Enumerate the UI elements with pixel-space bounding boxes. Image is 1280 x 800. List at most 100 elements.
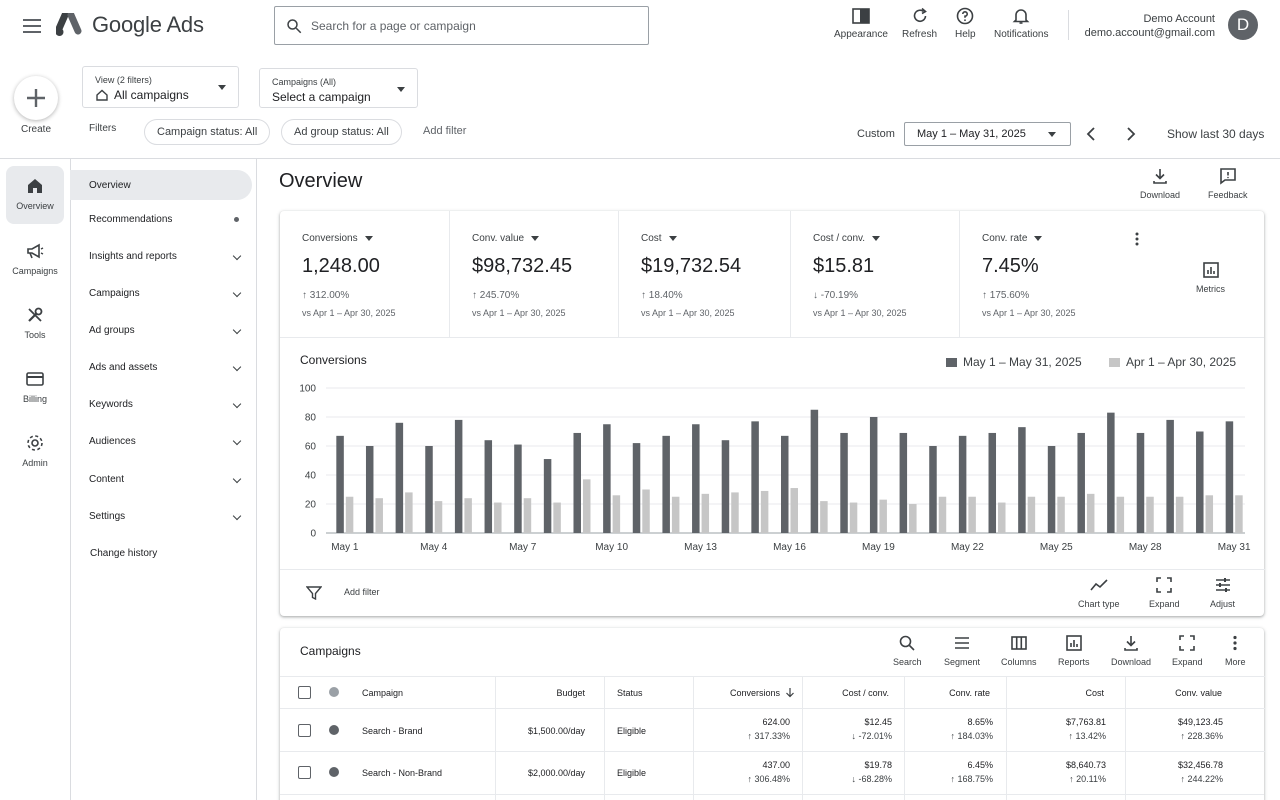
view-dropdown-value: All campaigns	[114, 88, 189, 102]
add-filter-link[interactable]: Add filter	[423, 125, 467, 137]
download-icon	[1153, 169, 1167, 184]
chart-type-button[interactable]: Chart type	[1078, 576, 1120, 609]
cell-value: $32,456.78	[1177, 760, 1223, 770]
view-dropdown[interactable]: View (2 filters) All campaigns	[82, 66, 239, 108]
search-icon	[287, 18, 302, 33]
filter-icon[interactable]	[306, 586, 322, 600]
budget-cell[interactable]: $2,000.00/day	[527, 768, 585, 778]
download-button[interactable]: Download	[1140, 167, 1180, 200]
column-header-conv-value[interactable]: Conv. value	[1175, 688, 1222, 698]
nav-item-campaigns[interactable]: Campaigns	[70, 278, 252, 308]
bar-previous	[731, 492, 739, 533]
column-header-conversions[interactable]: Conversions	[729, 688, 780, 698]
search-input[interactable]: Search for a page or campaign	[274, 6, 649, 45]
cell-value: 6.45%	[967, 760, 993, 770]
table-search-button[interactable]: Search	[893, 634, 922, 667]
ad-group-status-chip[interactable]: Ad group status: All	[281, 119, 402, 145]
previous-period-button[interactable]	[1083, 125, 1101, 143]
campaign-dropdown[interactable]: Campaigns (All) Select a campaign	[259, 68, 418, 108]
metric-cost[interactable]: Cost $19,732.54 ↑ 18.40% vs Apr 1 – Apr …	[619, 211, 791, 338]
column-header-cost-per-conv[interactable]: Cost / conv.	[842, 688, 889, 698]
row-checkbox[interactable]	[298, 724, 311, 737]
campaign-name-link[interactable]: Search - Non-Brand	[362, 768, 443, 778]
cell-change: ↓ -68.28%	[802, 774, 892, 784]
nav-item-settings[interactable]: Settings	[70, 501, 252, 531]
metric-selector[interactable]: Cost / conv.	[813, 233, 881, 244]
rail-item-tools[interactable]: Tools	[6, 295, 64, 353]
conv-rate-cell: 6.45% ↑ 168.75%	[904, 760, 993, 784]
nav-item-ad-groups[interactable]: Ad groups	[70, 315, 252, 345]
table-expand-button[interactable]: Expand	[1172, 634, 1203, 667]
notifications-button[interactable]: Notifications	[994, 6, 1048, 40]
show-last-30-days-button[interactable]: Show last 30 days	[1167, 127, 1265, 141]
table-row[interactable]: Search - Non-Brand $2,000.00/day Eligibl…	[280, 751, 1265, 794]
menu-icon[interactable]	[20, 14, 44, 38]
bar-current	[1166, 419, 1174, 533]
legend-item-current[interactable]: May 1 – May 31, 2025	[946, 355, 1082, 369]
help-button[interactable]: Help	[955, 6, 976, 40]
metric-conv-rate[interactable]: Conv. rate 7.45% ↑ 175.60% vs Apr 1 – Ap…	[960, 211, 1264, 338]
select-all-checkbox[interactable]	[298, 686, 311, 699]
avatar[interactable]: D	[1228, 10, 1258, 40]
metric-conv-value[interactable]: Conv. value $98,732.45 ↑ 245.70% vs Apr …	[450, 211, 619, 338]
rail-item-campaigns[interactable]: Campaigns	[6, 231, 64, 289]
metric-selector[interactable]: Conversions	[302, 233, 373, 244]
column-header-campaign[interactable]: Campaign	[362, 688, 404, 698]
nav-item-insights-and-reports[interactable]: Insights and reports	[70, 241, 252, 271]
row-checkbox[interactable]	[298, 766, 311, 779]
table-columns-button[interactable]: Columns	[1001, 634, 1037, 667]
table-segment-button[interactable]: Segment	[944, 634, 980, 667]
budget-cell[interactable]: $1,500.00/day	[527, 726, 585, 736]
nav-label: Settings	[89, 510, 126, 522]
legend-item-previous[interactable]: Apr 1 – Apr 30, 2025	[1109, 355, 1236, 369]
chart-adjust-button[interactable]: Adjust	[1210, 576, 1235, 609]
column-header-status[interactable]: Status	[617, 688, 643, 698]
arrow-up-icon: ↑	[950, 731, 958, 741]
create-button[interactable]	[14, 76, 58, 120]
nav-item-change-history[interactable]: Change history	[70, 538, 252, 568]
table-more-button[interactable]: More	[1225, 634, 1246, 667]
metrics-button[interactable]: Metrics	[1196, 261, 1225, 294]
table-row[interactable]: Search - Brand $1,500.00/day Eligible 62…	[280, 708, 1265, 751]
campaign-name-link[interactable]: Search - Brand	[362, 726, 423, 736]
nav-label: Keywords	[89, 398, 133, 410]
next-period-button[interactable]	[1121, 125, 1139, 143]
bar-current	[1107, 412, 1115, 533]
sort-descending-icon[interactable]	[785, 687, 795, 698]
table-reports-button[interactable]: Reports	[1058, 634, 1090, 667]
chevron-right-icon	[1127, 127, 1136, 141]
nav-item-recommendations[interactable]: Recommendations	[70, 204, 252, 234]
column-header-budget[interactable]: Budget	[556, 688, 585, 698]
refresh-button[interactable]: Refresh	[902, 6, 937, 40]
cell-change-value: 20.11%	[1076, 774, 1106, 784]
appearance-button[interactable]: Appearance	[834, 6, 888, 40]
nav-item-audiences[interactable]: Audiences	[70, 426, 252, 456]
cell-change: ↑ 228.36%	[1125, 731, 1223, 741]
metric-selector[interactable]: Conv. value	[472, 233, 540, 244]
column-header-cost[interactable]: Cost	[1085, 688, 1104, 698]
nav-item-content[interactable]: Content	[70, 464, 252, 494]
nav-item-keywords[interactable]: Keywords	[70, 389, 252, 419]
rail-item-overview[interactable]: Overview	[6, 166, 64, 224]
chart-expand-button[interactable]: Expand	[1149, 576, 1180, 609]
more-options-icon[interactable]	[1130, 231, 1144, 247]
bar-current	[840, 432, 848, 533]
table-download-button[interactable]: Download	[1111, 634, 1151, 667]
nav-item-ads-and-assets[interactable]: Ads and assets	[70, 352, 252, 382]
account-info[interactable]: Demo Account demo.account@gmail.com	[1085, 12, 1215, 40]
date-range-picker[interactable]: May 1 – May 31, 2025	[904, 122, 1071, 146]
cell-value: $19.78	[864, 760, 892, 770]
google-ads-logo[interactable]: Google Ads	[56, 12, 204, 38]
nav-item-overview[interactable]: Overview	[70, 170, 252, 200]
metric-selector[interactable]: Cost	[641, 233, 677, 244]
feedback-button[interactable]: Feedback	[1208, 167, 1248, 200]
chart-add-filter[interactable]: Add filter	[344, 587, 380, 597]
rail-item-admin[interactable]: Admin	[6, 423, 64, 481]
campaign-status-chip[interactable]: Campaign status: All	[144, 119, 271, 145]
metric-conversions[interactable]: Conversions 1,248.00 ↑ 312.00% vs Apr 1 …	[280, 211, 450, 338]
rail-item-billing[interactable]: Billing	[6, 359, 64, 417]
metric-selector[interactable]: Conv. rate	[982, 233, 1043, 244]
column-header-conv-rate[interactable]: Conv. rate	[949, 688, 990, 698]
metric-cost-per-conv[interactable]: Cost / conv. $15.81 ↓ -70.19% vs Apr 1 –…	[791, 211, 960, 338]
status-cell: Eligible	[617, 726, 647, 736]
